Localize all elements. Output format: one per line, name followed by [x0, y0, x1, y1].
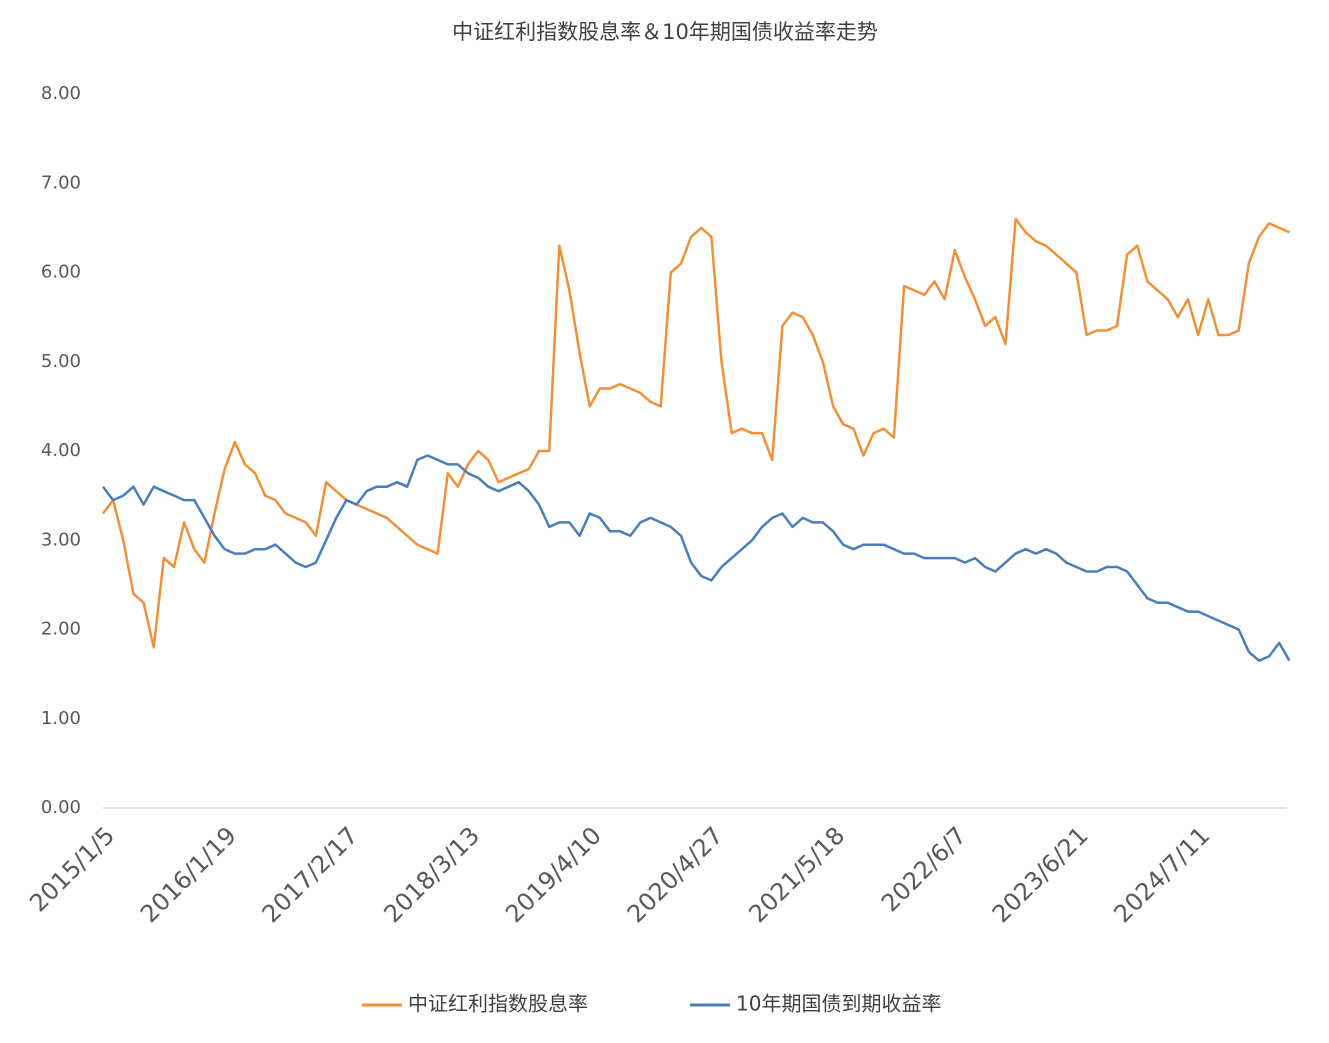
- y-tick-label: 3.00: [41, 529, 81, 550]
- x-tick-label: 2017/2/17: [257, 821, 364, 928]
- line-series: [102, 454, 1291, 662]
- x-tick-label: 2018/3/13: [378, 821, 485, 928]
- legend-label: 中证红利指数股息率: [408, 992, 588, 1016]
- x-tick-label: 2019/4/10: [500, 821, 607, 928]
- y-tick-label: 5.00: [41, 351, 81, 372]
- x-tick-label: 2021/5/18: [743, 821, 850, 928]
- line-series: [102, 217, 1290, 649]
- x-tick-label: 2022/6/7: [876, 821, 972, 917]
- y-tick-label: 6.00: [41, 262, 81, 283]
- y-tick-label: 2.00: [41, 619, 81, 640]
- x-tick-label: 2015/1/5: [24, 821, 120, 917]
- y-tick-label: 1.00: [41, 708, 81, 729]
- x-tick-label: 2023/6/21: [987, 821, 1094, 928]
- legend-label: 10年期国债到期收益率: [736, 992, 941, 1016]
- x-tick-label: 2020/4/27: [622, 821, 729, 928]
- chart-title: 中证红利指数股息率＆10年期国债收益率走势: [452, 20, 878, 44]
- y-tick-label: 8.00: [41, 83, 81, 104]
- y-tick-label: 7.00: [41, 172, 81, 193]
- x-tick-label: 2024/7/11: [1108, 821, 1215, 928]
- y-tick-label: 0.00: [41, 797, 81, 818]
- y-tick-label: 4.00: [41, 440, 81, 461]
- x-tick-label: 2016/1/19: [135, 821, 242, 928]
